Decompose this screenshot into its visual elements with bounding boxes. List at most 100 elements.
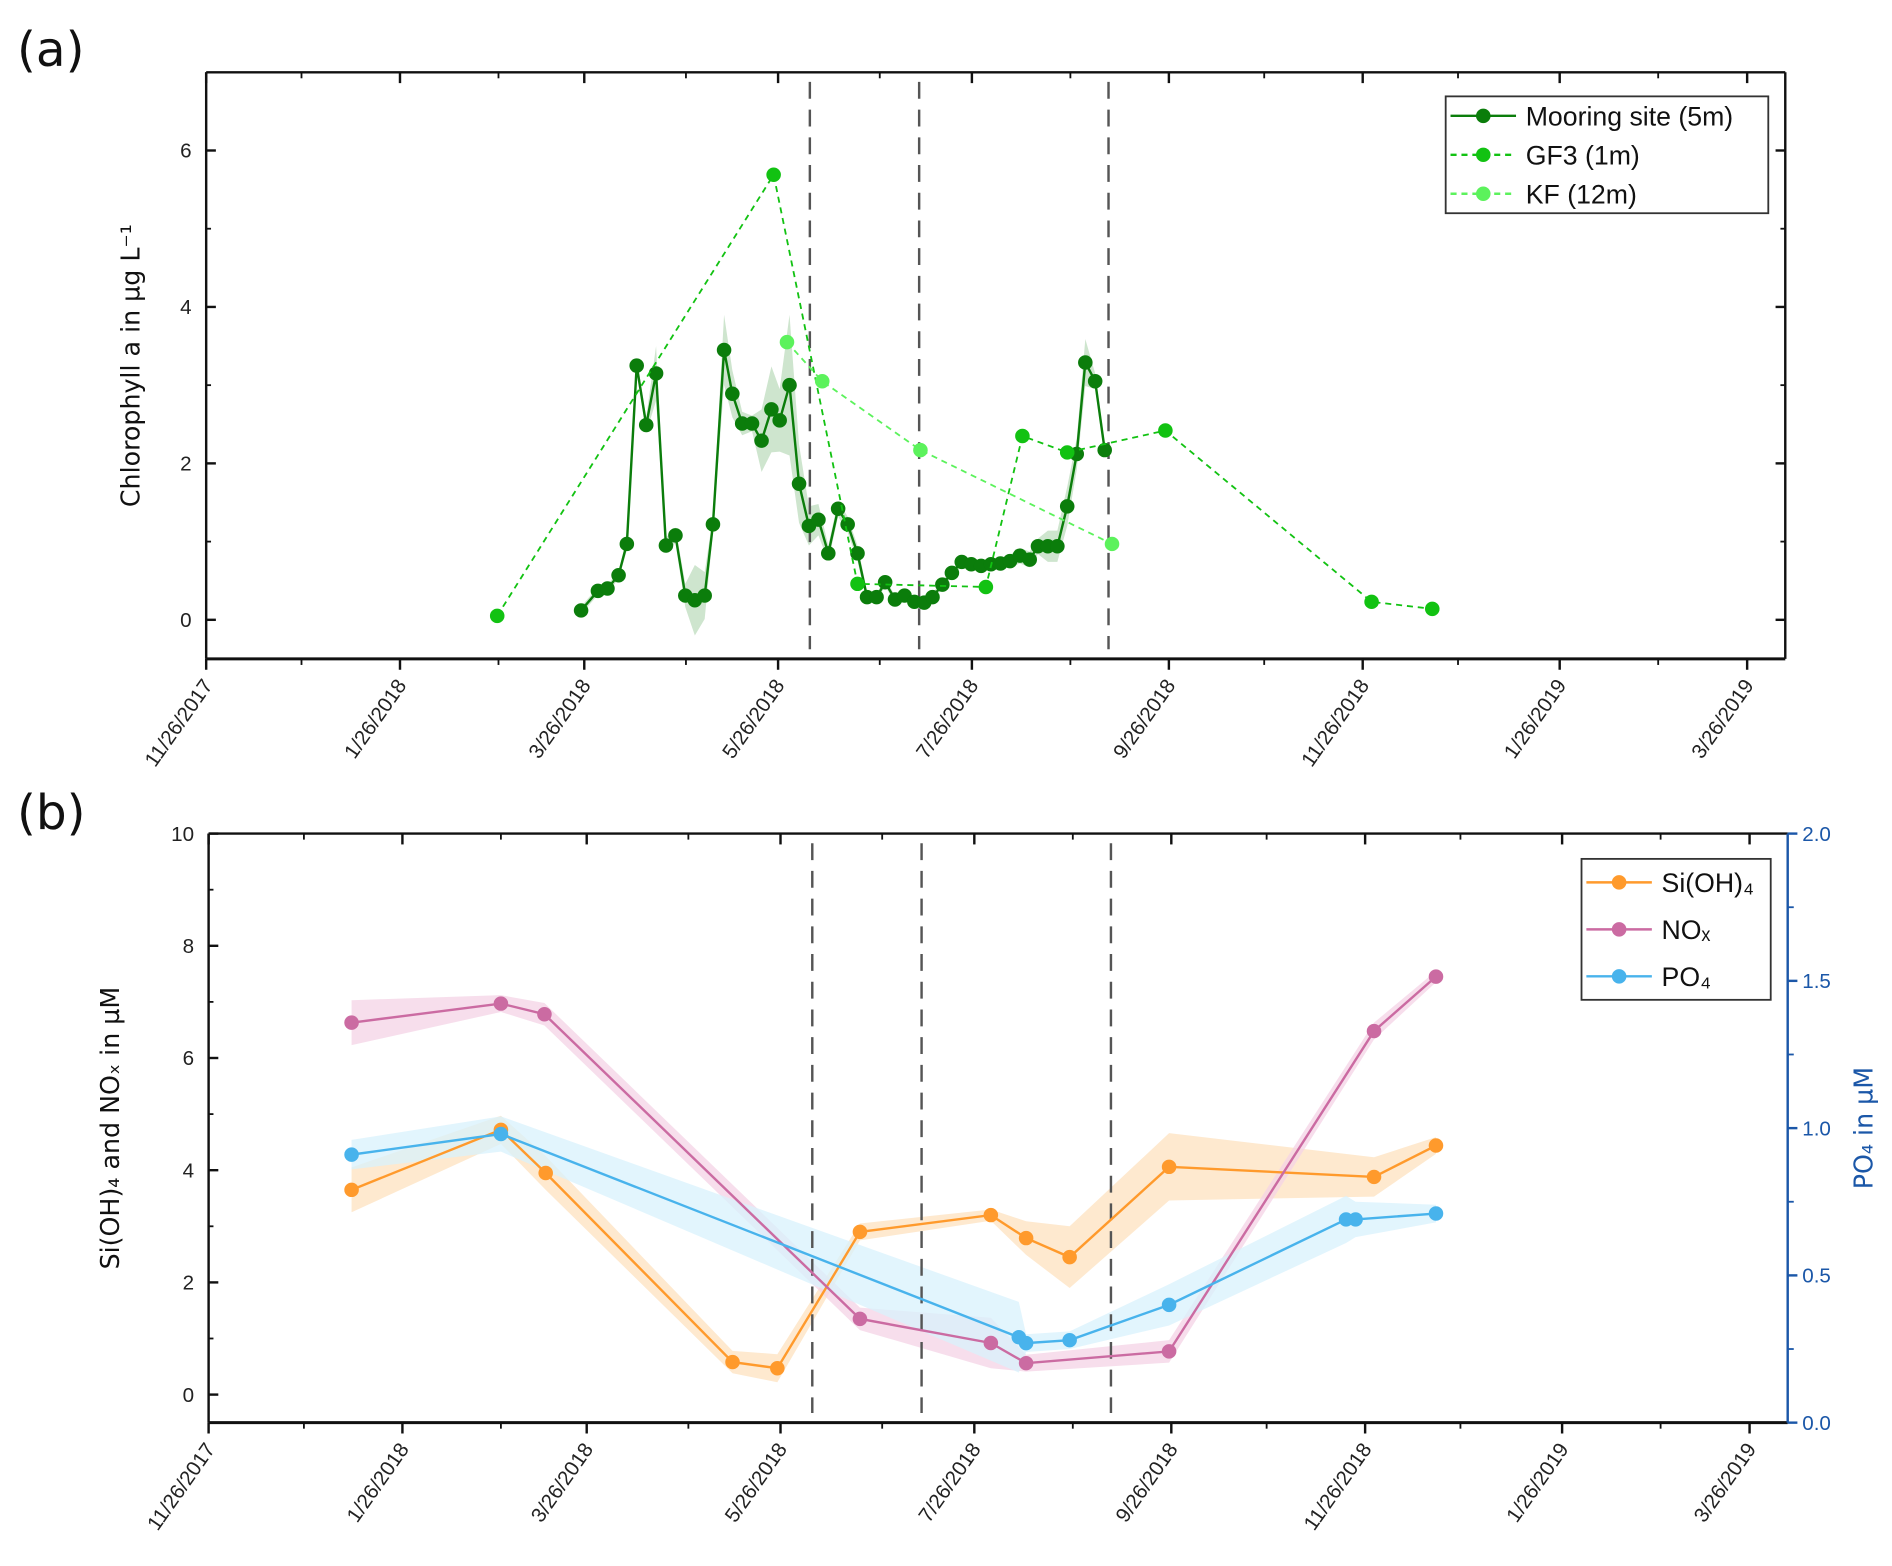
legend-label: NOₓ <box>1662 915 1711 945</box>
data-point <box>925 589 940 605</box>
data-point <box>811 512 826 527</box>
y2-tick-label: 1.0 <box>1802 1117 1831 1140</box>
y-tick-label: 2 <box>180 453 191 476</box>
x-tick-label: 1/26/2019 <box>1500 675 1571 763</box>
data-point <box>772 413 787 428</box>
data-point <box>493 1126 509 1142</box>
x-tick-label: 3/26/2019 <box>1689 1439 1760 1527</box>
y-tick-label: 4 <box>180 296 191 319</box>
x-tick-label: 1/26/2018 <box>342 1439 413 1527</box>
data-point <box>983 1335 999 1351</box>
data-point <box>1097 442 1112 458</box>
legend-marker <box>1476 147 1491 163</box>
y2-axis-title: PO₄ in µM <box>1849 1067 1879 1189</box>
data-point <box>489 608 505 624</box>
x-tick-label: 1/26/2018 <box>340 675 411 763</box>
panel-b-nutrients: (b) 11/26/2017 1/26/2018 3/26/2018 5/26/2018… <box>17 785 1879 1535</box>
series-line-2 <box>786 341 1113 545</box>
x-tick-label: 9/26/2018 <box>1111 1439 1182 1527</box>
data-point <box>830 501 846 516</box>
data-point <box>658 538 674 553</box>
x-tick-label: 11/26/2018 <box>1297 675 1374 771</box>
data-point <box>1015 428 1030 444</box>
data-point <box>770 1361 785 1376</box>
legend-label: KF (12m) <box>1526 179 1637 209</box>
data-point <box>1366 1169 1382 1185</box>
data-point <box>648 366 664 381</box>
data-point <box>877 575 893 590</box>
error-band-0 <box>351 1115 1436 1383</box>
data-point <box>638 417 654 433</box>
x-tick-label: 3/26/2019 <box>1687 675 1758 763</box>
data-point <box>1348 1212 1363 1227</box>
data-point <box>1062 1249 1077 1265</box>
data-point <box>344 1015 359 1030</box>
data-point <box>1050 539 1065 554</box>
data-point <box>913 442 928 458</box>
y2-tick-label: 1.5 <box>1802 970 1831 993</box>
data-point <box>852 1224 868 1240</box>
series-line-0 <box>580 349 1106 612</box>
data-point <box>1158 423 1173 438</box>
series-line-1 <box>496 172 1433 617</box>
x-tick-label: 9/26/2018 <box>1109 675 1180 763</box>
data-point <box>782 377 797 393</box>
data-point <box>983 1207 999 1223</box>
series-line-0 <box>351 1128 1437 1370</box>
x-tick-label: 5/26/2018 <box>718 675 789 763</box>
y-tick-label: 4 <box>183 1159 194 1182</box>
data-point <box>944 565 960 581</box>
y-tick-label: 6 <box>180 140 191 163</box>
legend: Mooring site (5m) GF3 (1m) KF (12m) <box>1444 95 1770 215</box>
x-tick-label: 7/26/2018 <box>912 675 983 763</box>
legend-label: GF3 (1m) <box>1526 141 1640 171</box>
data-point <box>493 996 509 1011</box>
data-point <box>1018 1355 1034 1371</box>
data-point <box>935 577 950 592</box>
data-point <box>619 536 635 552</box>
data-point <box>1366 1023 1382 1039</box>
y-tick-label: 8 <box>183 935 194 958</box>
data-point <box>538 1165 553 1181</box>
legend-label: PO₄ <box>1662 962 1711 992</box>
legend-marker <box>1611 969 1627 984</box>
data-point <box>766 167 781 182</box>
data-point <box>1161 1159 1177 1175</box>
y-tick-label: 6 <box>183 1047 194 1070</box>
data-point <box>850 546 865 561</box>
panel-label: (a) <box>17 22 85 78</box>
data-point <box>869 589 884 605</box>
legend-marker <box>1476 108 1491 124</box>
data-point <box>1018 1230 1034 1246</box>
panel-a-chlorophyll: (a) 11/26/2017 1/26/2018 3/26/2018 5/26/2018… <box>17 22 1787 771</box>
data-point <box>697 588 712 603</box>
data-point <box>600 581 615 596</box>
y2-tick-label: 0.0 <box>1802 1412 1831 1435</box>
legend-marker <box>1611 875 1627 890</box>
x-tick-label: 3/26/2018 <box>527 1439 598 1527</box>
x-tick-label: 11/26/2018 <box>1299 1439 1376 1535</box>
panel-label: (b) <box>17 785 86 841</box>
y-tick-label: 0 <box>183 1384 194 1407</box>
data-point <box>821 546 836 561</box>
error-band-1 <box>351 971 1436 1372</box>
legend: Si(OH)₄ NOₓ PO₄ <box>1580 857 1772 1001</box>
legend-label: Mooring site (5m) <box>1526 102 1733 132</box>
y2-tick-label: 2.0 <box>1802 823 1831 846</box>
data-point <box>978 579 994 595</box>
data-point <box>1161 1344 1177 1359</box>
data-point <box>1428 969 1444 984</box>
data-point <box>716 342 732 358</box>
data-point <box>537 1007 552 1022</box>
data-point <box>850 576 865 592</box>
legend-marker <box>1611 922 1627 937</box>
data-point <box>1018 1335 1034 1351</box>
data-point <box>1059 445 1075 460</box>
data-point <box>573 603 589 618</box>
data-point <box>344 1182 359 1198</box>
data-point <box>611 568 626 583</box>
error-band-0 <box>581 314 1105 636</box>
y-axis-title: Si(OH)₄ and NOₓ in µM <box>95 987 125 1270</box>
data-point <box>852 1311 868 1327</box>
